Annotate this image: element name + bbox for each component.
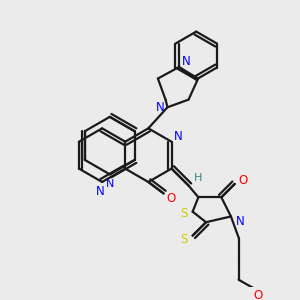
Text: S: S bbox=[180, 207, 188, 220]
Text: N: N bbox=[106, 179, 114, 189]
Text: N: N bbox=[96, 185, 105, 198]
Text: N: N bbox=[236, 215, 245, 228]
Text: H: H bbox=[194, 173, 202, 183]
Text: S: S bbox=[180, 233, 188, 246]
Text: N: N bbox=[155, 101, 164, 114]
Text: O: O bbox=[253, 289, 262, 300]
Text: N: N bbox=[174, 130, 183, 143]
Text: N: N bbox=[182, 55, 191, 68]
Text: O: O bbox=[239, 174, 248, 187]
Text: O: O bbox=[167, 192, 176, 205]
